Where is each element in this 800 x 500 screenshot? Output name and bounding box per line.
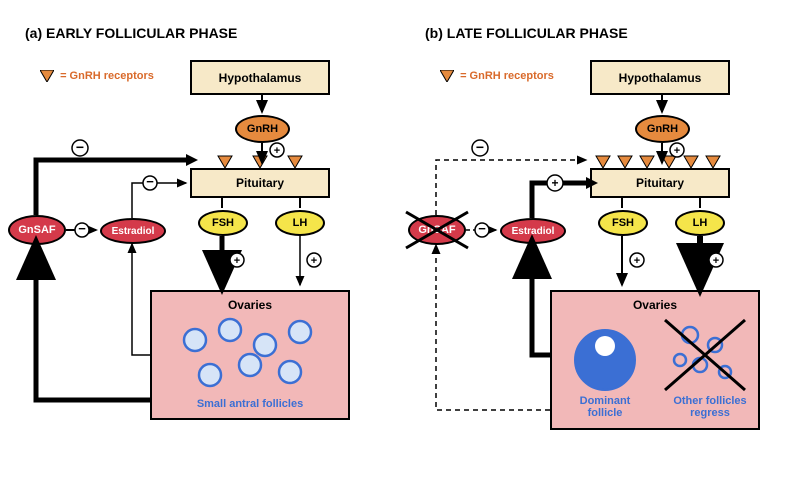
lh-ellipse-a: LH bbox=[275, 210, 325, 236]
panel-early: (a) EARLY FOLLICULAR PHASE = GnRH recept… bbox=[0, 0, 400, 500]
svg-text:+: + bbox=[311, 255, 317, 267]
gnsaf-ellipse-b: GnSAF bbox=[408, 215, 466, 245]
dominant-label-b: Dominant follicle bbox=[570, 395, 640, 419]
legend-a: = GnRH receptors bbox=[40, 70, 154, 82]
gnrh-ellipse-a: GnRH bbox=[235, 115, 290, 143]
follicle-label-a: Small antral follicles bbox=[190, 398, 310, 410]
svg-text:+: + bbox=[551, 176, 558, 190]
estradiol-ellipse-b: Estradiol bbox=[500, 218, 566, 244]
hypothalamus-box-b: Hypothalamus bbox=[590, 60, 730, 95]
gnsaf-ellipse-a: GnSAF bbox=[8, 215, 66, 245]
svg-text:+: + bbox=[634, 255, 640, 267]
svg-text:−: − bbox=[146, 174, 154, 189]
lh-ellipse-b: LH bbox=[675, 210, 725, 236]
pituitary-box-a: Pituitary bbox=[190, 168, 330, 198]
svg-text:−: − bbox=[476, 139, 484, 155]
svg-text:+: + bbox=[674, 145, 680, 157]
fsh-ellipse-b: FSH bbox=[598, 210, 648, 236]
svg-text:+: + bbox=[713, 255, 719, 267]
legend-b-text: = GnRH receptors bbox=[460, 70, 554, 82]
legend-b: = GnRH receptors bbox=[440, 70, 554, 82]
svg-text:−: − bbox=[478, 221, 486, 236]
gnrh-ellipse-b: GnRH bbox=[635, 115, 690, 143]
ovaries-label-b: Ovaries bbox=[633, 298, 677, 312]
hypothalamus-box-a: Hypothalamus bbox=[190, 60, 330, 95]
ovaries-label-a: Ovaries bbox=[228, 298, 272, 312]
fsh-ellipse-a: FSH bbox=[198, 210, 248, 236]
svg-text:+: + bbox=[234, 255, 240, 267]
panel-late: (b) LATE FOLLICULAR PHASE = GnRH recepto… bbox=[400, 0, 800, 500]
panel-b-title: (b) LATE FOLLICULAR PHASE bbox=[425, 25, 628, 41]
estradiol-ellipse-a: Estradiol bbox=[100, 218, 166, 244]
svg-text:−: − bbox=[76, 139, 84, 155]
svg-text:+: + bbox=[274, 145, 280, 157]
regress-label-b: Other follicles regress bbox=[665, 395, 755, 419]
pituitary-box-b: Pituitary bbox=[590, 168, 730, 198]
svg-text:−: − bbox=[78, 221, 86, 236]
panel-a-title: (a) EARLY FOLLICULAR PHASE bbox=[25, 25, 237, 41]
legend-a-text: = GnRH receptors bbox=[60, 70, 154, 82]
